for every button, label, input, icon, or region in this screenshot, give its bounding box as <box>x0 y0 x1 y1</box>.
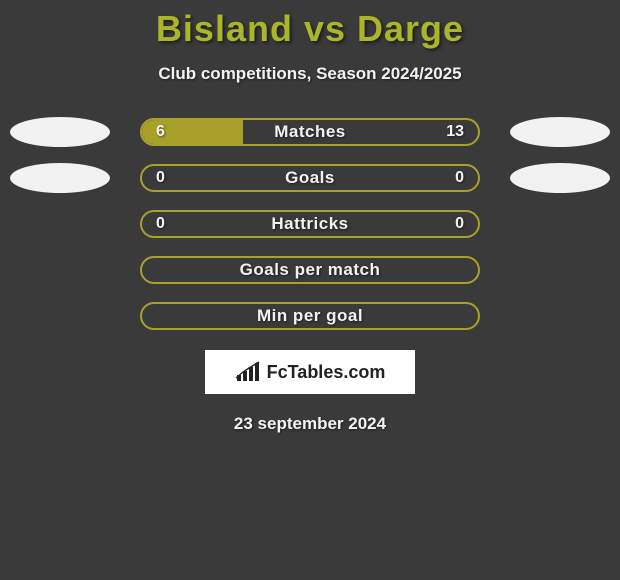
page-title: Bisland vs Darge <box>156 8 464 50</box>
player-marker-right <box>510 163 610 193</box>
stat-value-right: 0 <box>455 169 464 187</box>
player-marker-left <box>10 163 110 193</box>
player-marker-left <box>10 117 110 147</box>
stat-rows: Matches613Goals00Hattricks00Goals per ma… <box>0 118 620 330</box>
stat-label: Hattricks <box>142 214 478 234</box>
title-player-right: Darge <box>357 8 464 49</box>
stat-value-right: 0 <box>455 215 464 233</box>
subtitle: Club competitions, Season 2024/2025 <box>158 64 461 84</box>
stat-bar: Min per goal <box>140 302 480 330</box>
stat-row: Goals0 0 <box>0 164 620 192</box>
comparison-infographic: Bisland vs Darge Club competitions, Seas… <box>0 0 620 580</box>
stat-label: Goals per match <box>142 260 478 280</box>
stat-value-left: 6 <box>156 123 165 141</box>
date-text: 23 september 2024 <box>234 414 386 434</box>
stat-row: Goals per match <box>0 256 620 284</box>
title-player-left: Bisland <box>156 8 293 49</box>
stat-label: Matches <box>142 122 478 142</box>
stat-row: Hattricks0 0 <box>0 210 620 238</box>
stat-label: Goals <box>142 168 478 188</box>
stat-bar: Hattricks0 0 <box>140 210 480 238</box>
bar-chart-icon <box>235 361 261 383</box>
player-marker-right <box>510 117 610 147</box>
stat-value-left: 0 <box>156 169 165 187</box>
title-vs: vs <box>304 8 346 49</box>
stat-row: Min per goal <box>0 302 620 330</box>
logo-text: FcTables.com <box>267 362 386 383</box>
stat-label: Min per goal <box>142 306 478 326</box>
stat-value-left: 0 <box>156 215 165 233</box>
stat-bar: Matches6 13 <box>140 118 480 146</box>
logo-box: FcTables.com <box>205 350 415 394</box>
stat-row: Matches6 13 <box>0 118 620 146</box>
stat-bar: Goals per match <box>140 256 480 284</box>
stat-value-right: 13 <box>446 123 464 141</box>
stat-bar: Goals0 0 <box>140 164 480 192</box>
